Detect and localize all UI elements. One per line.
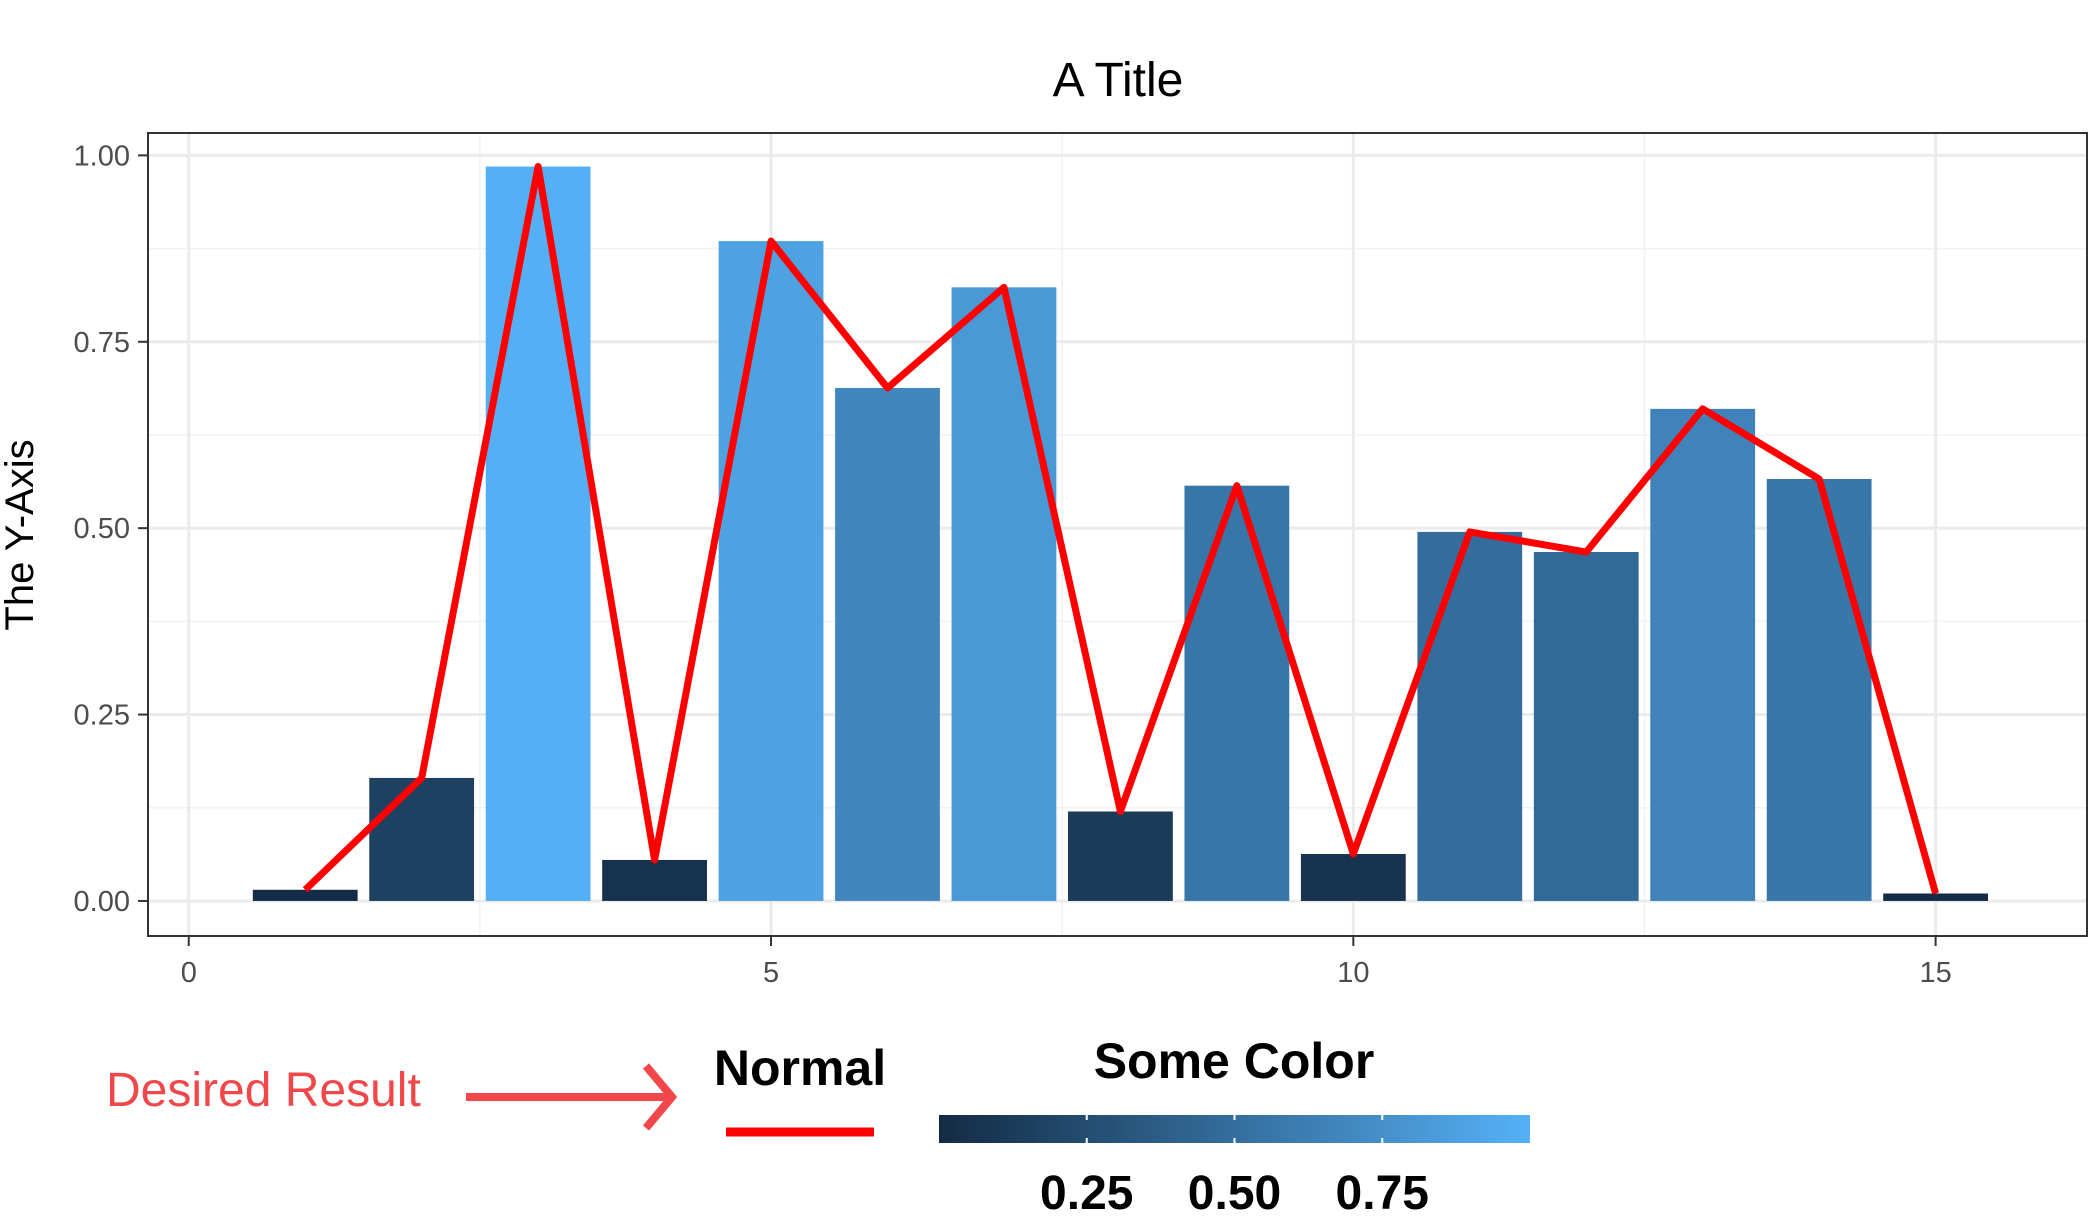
bar (951, 287, 1057, 901)
plot-area: 0.00 0.25 0.50 0.75 1.00 0 5 10 15 (74, 132, 2088, 989)
annotation-text: Desired Result (106, 1064, 421, 1117)
y-tick-label: 1.00 (74, 140, 130, 172)
y-tick-label: 0.75 (74, 327, 130, 359)
panel-border (147, 132, 2088, 937)
bar (1766, 478, 1872, 901)
colorbar-title: Some Color (1094, 1033, 1375, 1089)
bar (1650, 408, 1756, 901)
y-tick-label: 0.50 (74, 513, 130, 545)
bar (602, 859, 707, 901)
colorbar-ticks: 0.25 0.50 0.75 (1040, 1115, 1429, 1220)
line-legend-title: Normal (714, 1040, 886, 1096)
bar (485, 166, 591, 901)
legend: Desired Result Normal Some Color 0.25 0.5… (106, 1033, 1530, 1220)
colorbar-tick-label: 0.25 (1040, 1167, 1133, 1220)
bar (369, 777, 475, 901)
colorbar-tick-label: 0.75 (1336, 1167, 1429, 1220)
line-series-normal (302, 163, 1939, 895)
bar (1184, 485, 1290, 901)
chart-title: A Title (1053, 54, 1184, 107)
x-tick-label: 0 (181, 957, 197, 989)
bar (1068, 811, 1173, 901)
bar (1533, 552, 1639, 901)
annotation-arrow (466, 1063, 678, 1131)
y-tick-label: 0.25 (74, 700, 130, 732)
x-tick-label: 10 (1337, 957, 1369, 989)
y-axis-label: The Y-Axis (0, 439, 42, 630)
bar (252, 889, 358, 901)
bar (835, 387, 940, 901)
bar (1883, 893, 1989, 901)
bar (1300, 853, 1406, 901)
bar (718, 241, 824, 901)
colorbar-tick-label: 0.50 (1188, 1167, 1281, 1220)
y-tick-label: 0.00 (74, 886, 130, 918)
x-tick-label: 15 (1919, 957, 1951, 989)
x-tick-label: 5 (763, 957, 779, 989)
bar (1417, 531, 1523, 901)
